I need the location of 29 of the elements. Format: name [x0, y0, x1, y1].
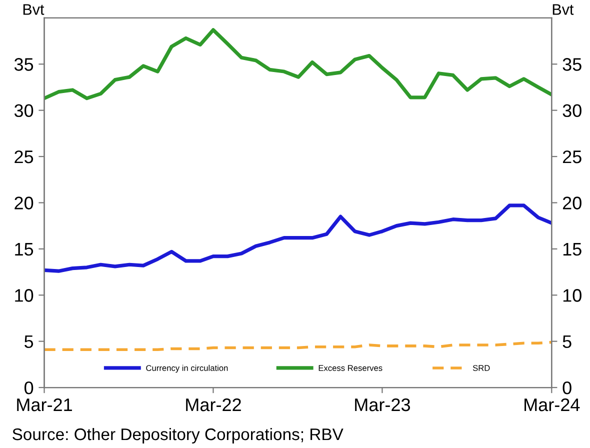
line-series [44, 28, 552, 100]
y2-tick-label: 10 [563, 289, 582, 302]
y2-tick-label: 5 [562, 335, 572, 348]
y-tick-label: 10 [15, 289, 34, 302]
source-note: Source: Other Depository Corporations; RBV [12, 428, 344, 444]
y-tick-label: 20 [14, 196, 34, 210]
y-tick-label: 0 [24, 381, 34, 394]
y2-tick-label: 30 [562, 104, 582, 118]
y2-axis-title: Bvt [552, 4, 574, 15]
x-tick-label: Mar-24 [524, 398, 580, 412]
x-tick-label: Mar-22 [186, 398, 241, 412]
x-tick-label: Mar-21 [17, 398, 72, 412]
y-tick-label: 25 [14, 150, 34, 164]
line-series [44, 340, 552, 352]
x-tick-label: Mar-23 [355, 398, 410, 412]
y-tick-label: 15 [15, 243, 34, 256]
y-tick-label: 5 [24, 335, 34, 348]
y-tick-label: 35 [14, 58, 34, 71]
y2-tick-label: 0 [562, 381, 572, 394]
y-tick-label: 30 [14, 104, 34, 118]
y2-tick-label: 35 [562, 58, 582, 71]
legend-label: Excess Reserves [318, 365, 382, 371]
line-series [44, 204, 552, 273]
y2-tick-label: 15 [563, 243, 582, 256]
legend-label: Currency in circulation [146, 364, 228, 373]
legend-label: SRD [472, 365, 490, 371]
y2-tick-label: 25 [562, 150, 582, 164]
y-axis-title: Bvt [23, 4, 44, 15]
y2-tick-label: 20 [562, 196, 582, 210]
